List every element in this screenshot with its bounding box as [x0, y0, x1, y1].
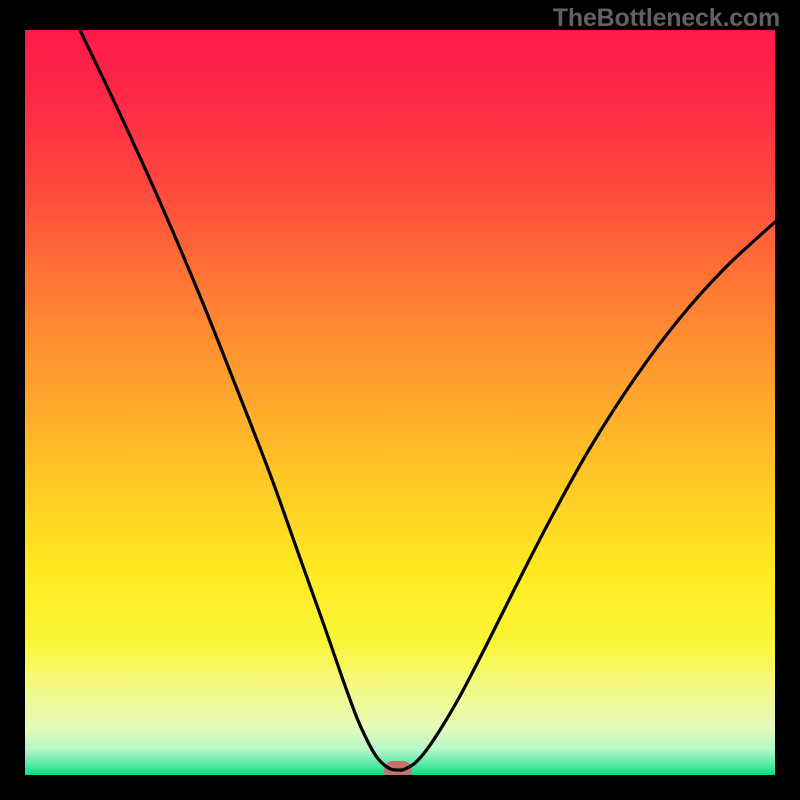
optimal-marker	[384, 761, 412, 775]
watermark-text: TheBottleneck.com	[553, 4, 780, 33]
heat-gradient-background	[25, 30, 775, 775]
plot-area	[25, 30, 775, 775]
